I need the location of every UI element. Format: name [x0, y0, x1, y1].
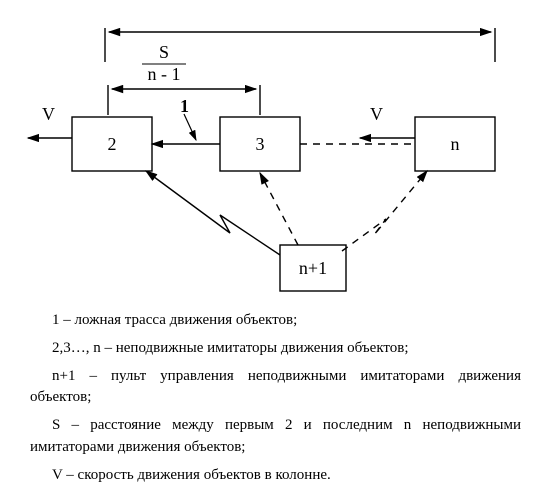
label-track-1: 1: [180, 96, 189, 116]
legend-item: 2,3…, n – неподвижные имитаторы движения…: [30, 338, 521, 360]
label-V-left: V: [42, 104, 55, 124]
box-n-label: n: [451, 134, 460, 154]
legend: 1 – ложная трасса движения объектов; 2,3…: [30, 310, 521, 492]
link-dashed-to-3: [260, 173, 298, 245]
formula-S: S: [159, 42, 169, 62]
link-dashed-to-n: [342, 171, 427, 251]
page: Sn - 1 2 3 n n+1 V V 1 1 – ложная трасса движен…: [0, 0, 541, 500]
box-2-label: 2: [108, 134, 117, 154]
diagram-area: Sn - 1 2 3 n n+1 V V 1: [0, 0, 541, 300]
box-n-plus-1-label: n+1: [299, 258, 327, 278]
leader-1: [184, 114, 196, 140]
legend-item: V – скорость движения объектов в колонне…: [30, 465, 521, 487]
label-V-right: V: [370, 104, 383, 124]
legend-item: n+1 – пульт управления неподвижными имит…: [30, 366, 521, 410]
legend-item: S – расстояние между первым 2 и последни…: [30, 415, 521, 459]
box-3-label: 3: [256, 134, 265, 154]
link-solid-to-2: [146, 171, 280, 255]
legend-item: 1 – ложная трасса движения объектов;: [30, 310, 521, 332]
diagram-svg: Sn - 1 2 3 n n+1 V V 1: [0, 0, 541, 300]
formula-n-1: n - 1: [148, 64, 181, 84]
